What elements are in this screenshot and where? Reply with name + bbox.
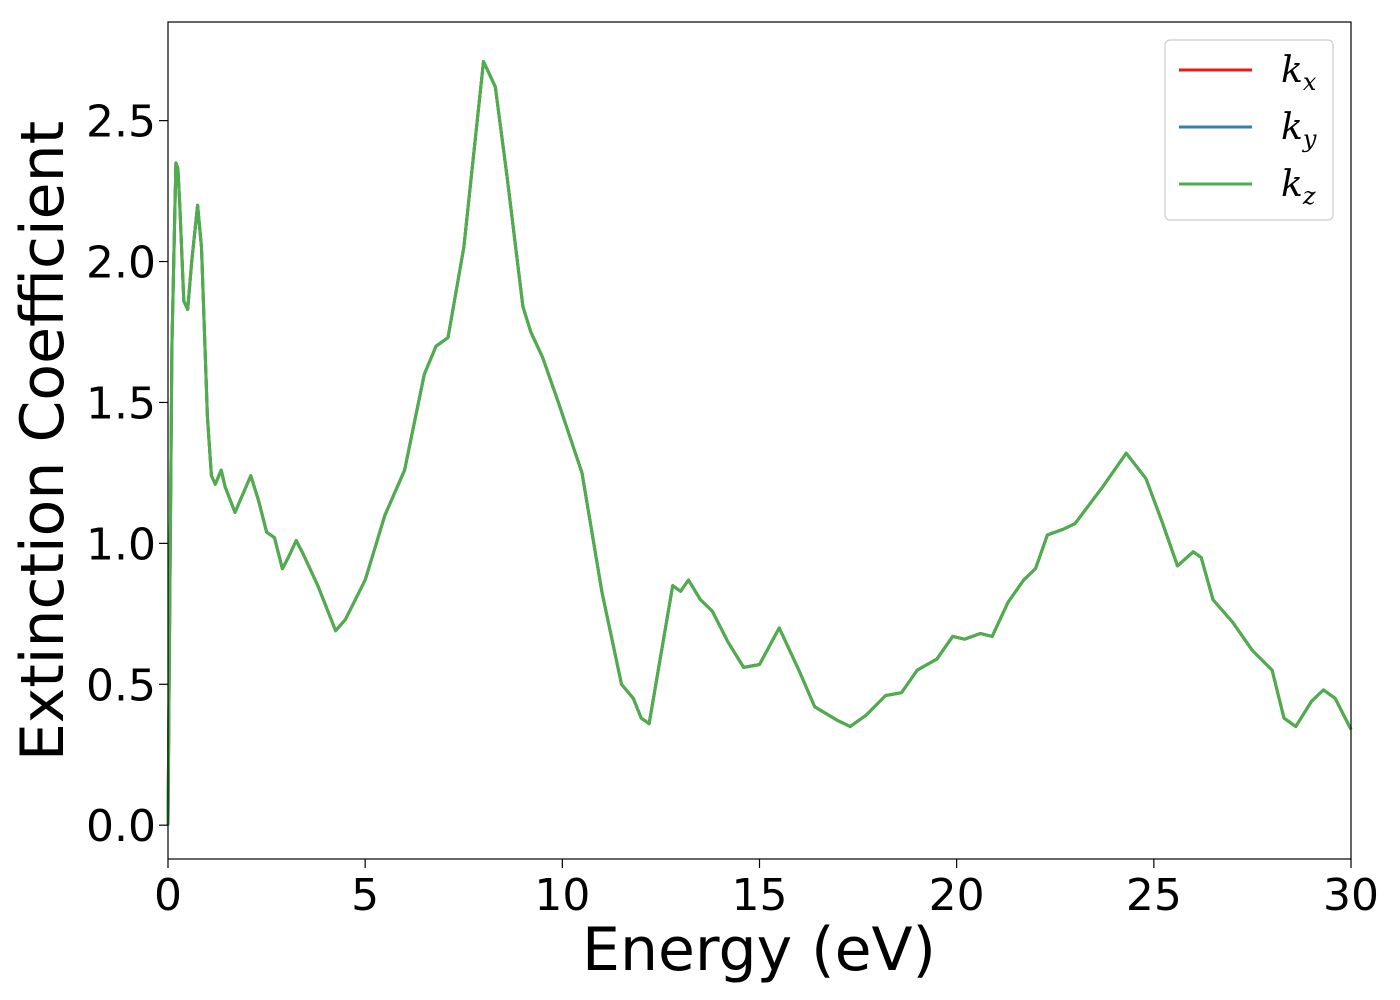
x-tick-label: 5 bbox=[351, 870, 379, 921]
x-tick-label: 15 bbox=[732, 870, 788, 921]
x-axis: 0 5 10 15 20 25 30 bbox=[154, 859, 1379, 921]
y-axis: 0.0 0.5 1.0 1.5 2.0 2.5 bbox=[86, 97, 168, 852]
legend-frame bbox=[1164, 39, 1334, 221]
x-axis-title: Energy (eV) bbox=[582, 915, 936, 985]
y-tick-label: 0.0 bbox=[86, 801, 156, 852]
series-layer bbox=[166, 60, 1353, 826]
legend-label-kx: kx bbox=[1281, 50, 1317, 96]
y-tick-label: 1.5 bbox=[86, 378, 156, 429]
y-tick-label: 0.5 bbox=[86, 660, 156, 711]
legend-label-kz: kz bbox=[1281, 164, 1316, 210]
plot-background bbox=[168, 22, 1351, 859]
x-tick-label: 0 bbox=[154, 870, 182, 921]
x-tick-label: 10 bbox=[534, 870, 590, 921]
y-tick-label: 2.5 bbox=[86, 97, 156, 148]
y-tick-label: 2.0 bbox=[86, 238, 156, 289]
legend: kx ky kz bbox=[1164, 39, 1334, 221]
legend-label-ky: ky bbox=[1281, 107, 1317, 153]
series-line-kz bbox=[166, 60, 1353, 826]
x-tick-label: 20 bbox=[929, 870, 985, 921]
y-tick-label: 1.0 bbox=[86, 519, 156, 570]
y-axis-title: Extinction Coefficient bbox=[8, 121, 78, 761]
x-tick-label: 30 bbox=[1323, 870, 1379, 921]
x-tick-label: 25 bbox=[1126, 870, 1182, 921]
